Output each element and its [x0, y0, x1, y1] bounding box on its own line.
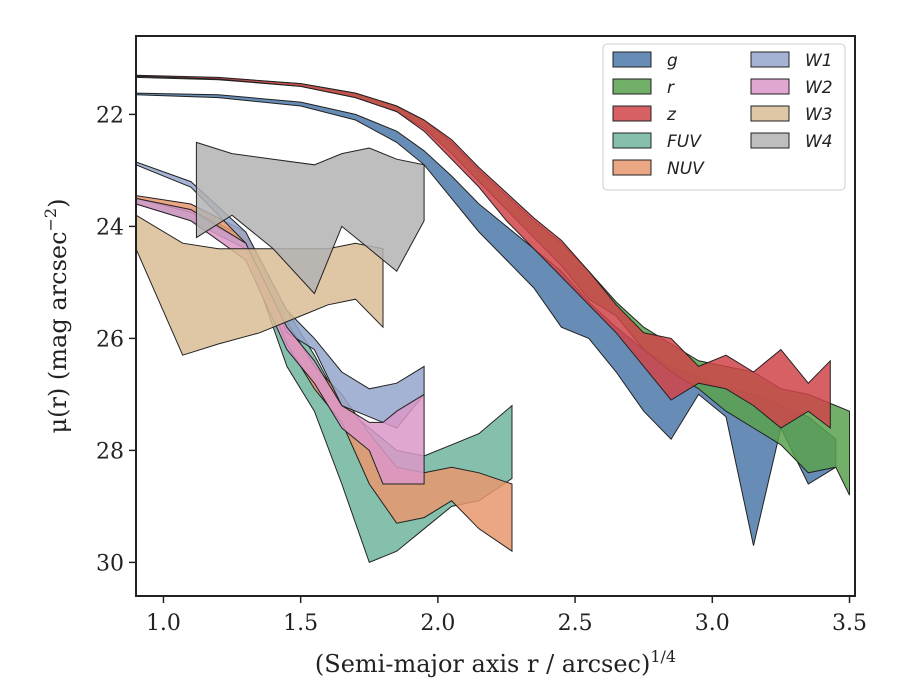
legend-label-w2: W2 [805, 78, 833, 98]
legend-swatch-z [612, 105, 652, 122]
legend-swatch-w2 [750, 78, 790, 95]
legend-label-z: z [666, 105, 677, 125]
y-axis-label-exponent: −2 [41, 208, 60, 232]
y-tick-label: 22 [96, 103, 124, 128]
legend-label-nuv: NUV [667, 159, 705, 179]
x-tick-label: 3.0 [695, 611, 730, 636]
y-tick-label: 26 [96, 327, 124, 352]
series-band-w4 [195, 141, 425, 295]
y-tick-label: 24 [96, 215, 124, 240]
legend-label-w4: W4 [805, 132, 833, 152]
legend-label-w1: W1 [805, 51, 833, 71]
x-axis-label-exponent: 1/4 [650, 647, 676, 666]
x-tick-label: 2.5 [558, 611, 593, 636]
y-axis-label: μ(r) (mag arcsec−2) [41, 199, 72, 434]
series-layer [136, 74, 850, 564]
legend-swatch-r [612, 78, 652, 95]
y-tick-label: 30 [96, 551, 124, 576]
x-tick-label: 3.5 [832, 611, 867, 636]
legend-swatch-nuv [612, 159, 652, 176]
legend: grz FUV NUV W1 W2 W3 W4 [602, 43, 846, 191]
legend-swatch-w3 [750, 105, 790, 122]
x-tick-label: 1.0 [146, 611, 181, 636]
x-axis-label: (Semi-major axis r / arcsec)1/4 [315, 647, 676, 678]
y-axis-label-close: ) [44, 199, 72, 208]
legend-label-r: r [667, 78, 675, 98]
legend-swatch-fuv [612, 132, 652, 149]
legend-label-g: g [667, 51, 678, 71]
y-tick-label: 28 [96, 439, 124, 464]
plot-frame [135, 35, 856, 597]
x-axis-label-text: (Semi-major axis r / arcsec) [315, 650, 650, 678]
x-tick-label: 2.0 [420, 611, 455, 636]
legend-swatch-g [612, 51, 652, 68]
legend-label-fuv: FUV [667, 132, 702, 152]
legend-swatch-w4 [750, 132, 790, 149]
series-band-z [136, 74, 831, 430]
tick-layer: 1.0 1.5 2.0 2.5 3.0 3.5 22 24 26 28 30 [96, 103, 867, 636]
legend-label-w3: W3 [805, 105, 833, 125]
x-tick-label: 1.5 [283, 611, 318, 636]
y-axis-label-text: μ(r) (mag arcsec [44, 231, 72, 433]
legend-swatch-w1 [750, 51, 790, 68]
